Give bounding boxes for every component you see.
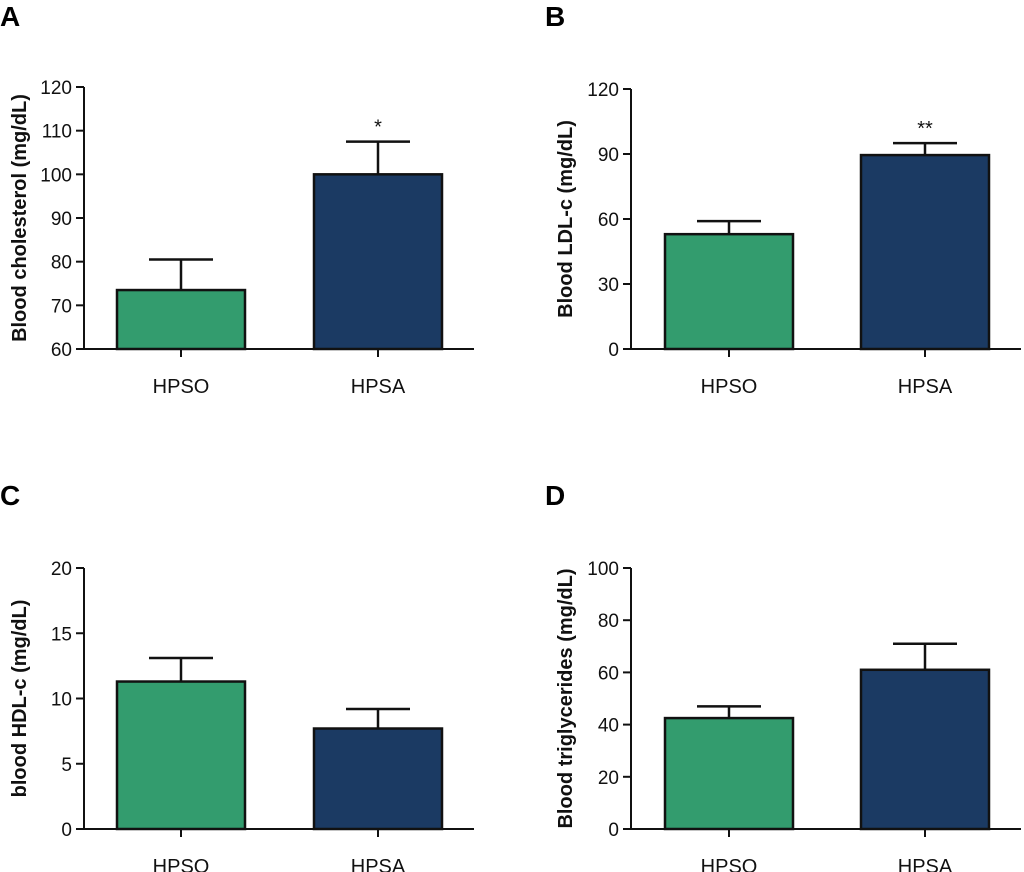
bar-hpso bbox=[663, 716, 795, 831]
bar-hpsa bbox=[312, 173, 444, 351]
panel-letter-a: A bbox=[0, 1, 20, 32]
y-tick-label: 60 bbox=[598, 663, 619, 684]
y-tick-label: 40 bbox=[598, 716, 619, 737]
bar-hpsa bbox=[312, 727, 444, 831]
y-tick-label: 20 bbox=[51, 559, 72, 580]
x-tick-label-hpso: HPSO bbox=[153, 856, 210, 872]
y-tick-label: 110 bbox=[42, 122, 72, 143]
y-tick-label: 90 bbox=[51, 209, 72, 230]
panel-a: A HPSO * HPSA 60 70 80 90 100 110 120 Blood cholest… bbox=[0, 1, 474, 398]
x-tick-label-hpso: HPSO bbox=[701, 376, 758, 398]
y-tick-label: 80 bbox=[598, 611, 619, 632]
significance-hpsa: ** bbox=[917, 118, 933, 140]
panel-letter-b: B bbox=[545, 1, 565, 32]
panel-letter-d: D bbox=[545, 480, 565, 511]
panel-d: D HPSO HPSA 0 20 40 60 80 100 Blood triglycerides… bbox=[545, 480, 1021, 872]
x-tick-label-hpsa: HPSA bbox=[351, 856, 406, 872]
y-tick-label: 60 bbox=[51, 340, 72, 361]
y-tick-label: 10 bbox=[51, 690, 72, 711]
y-tick-label: 15 bbox=[51, 624, 72, 645]
y-tick-label: 30 bbox=[598, 275, 619, 296]
y-tick-label: 0 bbox=[608, 820, 619, 841]
y-axis-title-c: blood HDL-c (mg/dL) bbox=[9, 600, 31, 798]
y-tick-label: 120 bbox=[587, 80, 619, 101]
panel-letter-c: C bbox=[0, 480, 20, 511]
y-tick-label: 120 bbox=[40, 78, 72, 99]
bar-hpso bbox=[115, 288, 247, 351]
y-tick-label: 0 bbox=[61, 820, 72, 841]
y-tick-label: 5 bbox=[61, 755, 72, 776]
y-tick-label: 0 bbox=[608, 340, 619, 361]
bar-hpsa bbox=[859, 153, 991, 351]
y-axis-title-d: Blood triglycerides (mg/dL) bbox=[555, 568, 577, 828]
x-tick-label-hpsa: HPSA bbox=[898, 376, 953, 398]
x-tick-label-hpso: HPSO bbox=[701, 856, 758, 872]
y-tick-label: 90 bbox=[598, 145, 619, 166]
x-tick-label-hpsa: HPSA bbox=[898, 856, 953, 872]
y-tick-label: 100 bbox=[587, 559, 619, 580]
bar-hpso bbox=[115, 680, 247, 831]
y-axis-title-a: Blood cholesterol (mg/dL) bbox=[9, 94, 31, 342]
panel-c: C HPSO HPSA 0 5 10 15 20 blood HDL-c (mg/dL) bbox=[0, 480, 474, 872]
y-tick-label: 100 bbox=[40, 165, 72, 186]
x-tick-label-hpsa: HPSA bbox=[351, 376, 406, 398]
x-tick-label-hpso: HPSO bbox=[153, 376, 210, 398]
bar-hpsa bbox=[859, 668, 991, 831]
bar-hpso bbox=[663, 232, 795, 351]
y-axis-title-b: Blood LDL-c (mg/dL) bbox=[555, 120, 577, 318]
y-tick-label: 60 bbox=[598, 210, 619, 231]
panel-b: B HPSO ** HPSA 0 30 60 90 120 Blood LDL-c (mg/dL) bbox=[545, 1, 1021, 398]
significance-hpsa: * bbox=[374, 117, 382, 139]
y-tick-label: 70 bbox=[51, 296, 72, 317]
y-tick-label: 80 bbox=[51, 253, 72, 274]
y-tick-label: 20 bbox=[598, 768, 619, 789]
